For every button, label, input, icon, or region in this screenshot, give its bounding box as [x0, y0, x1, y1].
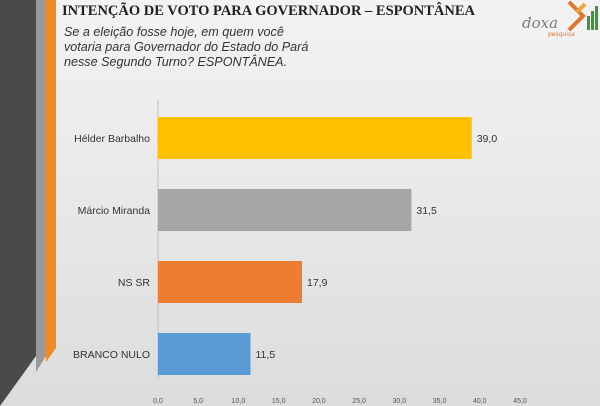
category-label: Márcio Miranda: [78, 205, 151, 217]
data-label: 31,5: [416, 205, 437, 217]
data-label: 11,5: [256, 349, 276, 361]
bar: [158, 117, 472, 159]
bar: [158, 333, 251, 375]
x-tick-label: 0,0: [153, 398, 163, 405]
data-label: 39,0: [477, 133, 498, 145]
doxa-logo: doxa pesquisa: [522, 0, 600, 44]
survey-question: Se a eleição fosse hoje, em quem você vo…: [64, 25, 309, 69]
doxa-logo-icon: [567, 0, 598, 32]
x-tick-label: 25,0: [352, 398, 366, 405]
x-tick-label: 15,0: [272, 398, 286, 405]
bar: [158, 261, 302, 303]
x-tick-label: 45,0: [513, 398, 527, 405]
logo-name: doxa: [522, 14, 559, 32]
stripe-gray: [36, 0, 46, 372]
x-tick-label: 10,0: [232, 398, 246, 405]
category-label: NS SR: [118, 277, 151, 289]
x-tick-label: 30,0: [393, 398, 407, 405]
category-label: BRANCO NULO: [73, 349, 150, 361]
bar: [158, 189, 412, 231]
category-label: Hélder Barbalho: [74, 133, 150, 145]
stripe-orange: [46, 0, 56, 362]
x-tick-label: 35,0: [433, 398, 447, 405]
x-tick-label: 40,0: [473, 398, 487, 405]
x-tick-label: 20,0: [312, 398, 326, 405]
data-label: 17,9: [307, 277, 328, 289]
page-title: INTENÇÃO DE VOTO PARA GOVERNADOR – ESPON…: [62, 3, 476, 19]
logo-tagline: pesquisa: [548, 31, 575, 38]
stripe-dark: [0, 0, 36, 406]
x-tick-label: 5,0: [193, 398, 203, 405]
